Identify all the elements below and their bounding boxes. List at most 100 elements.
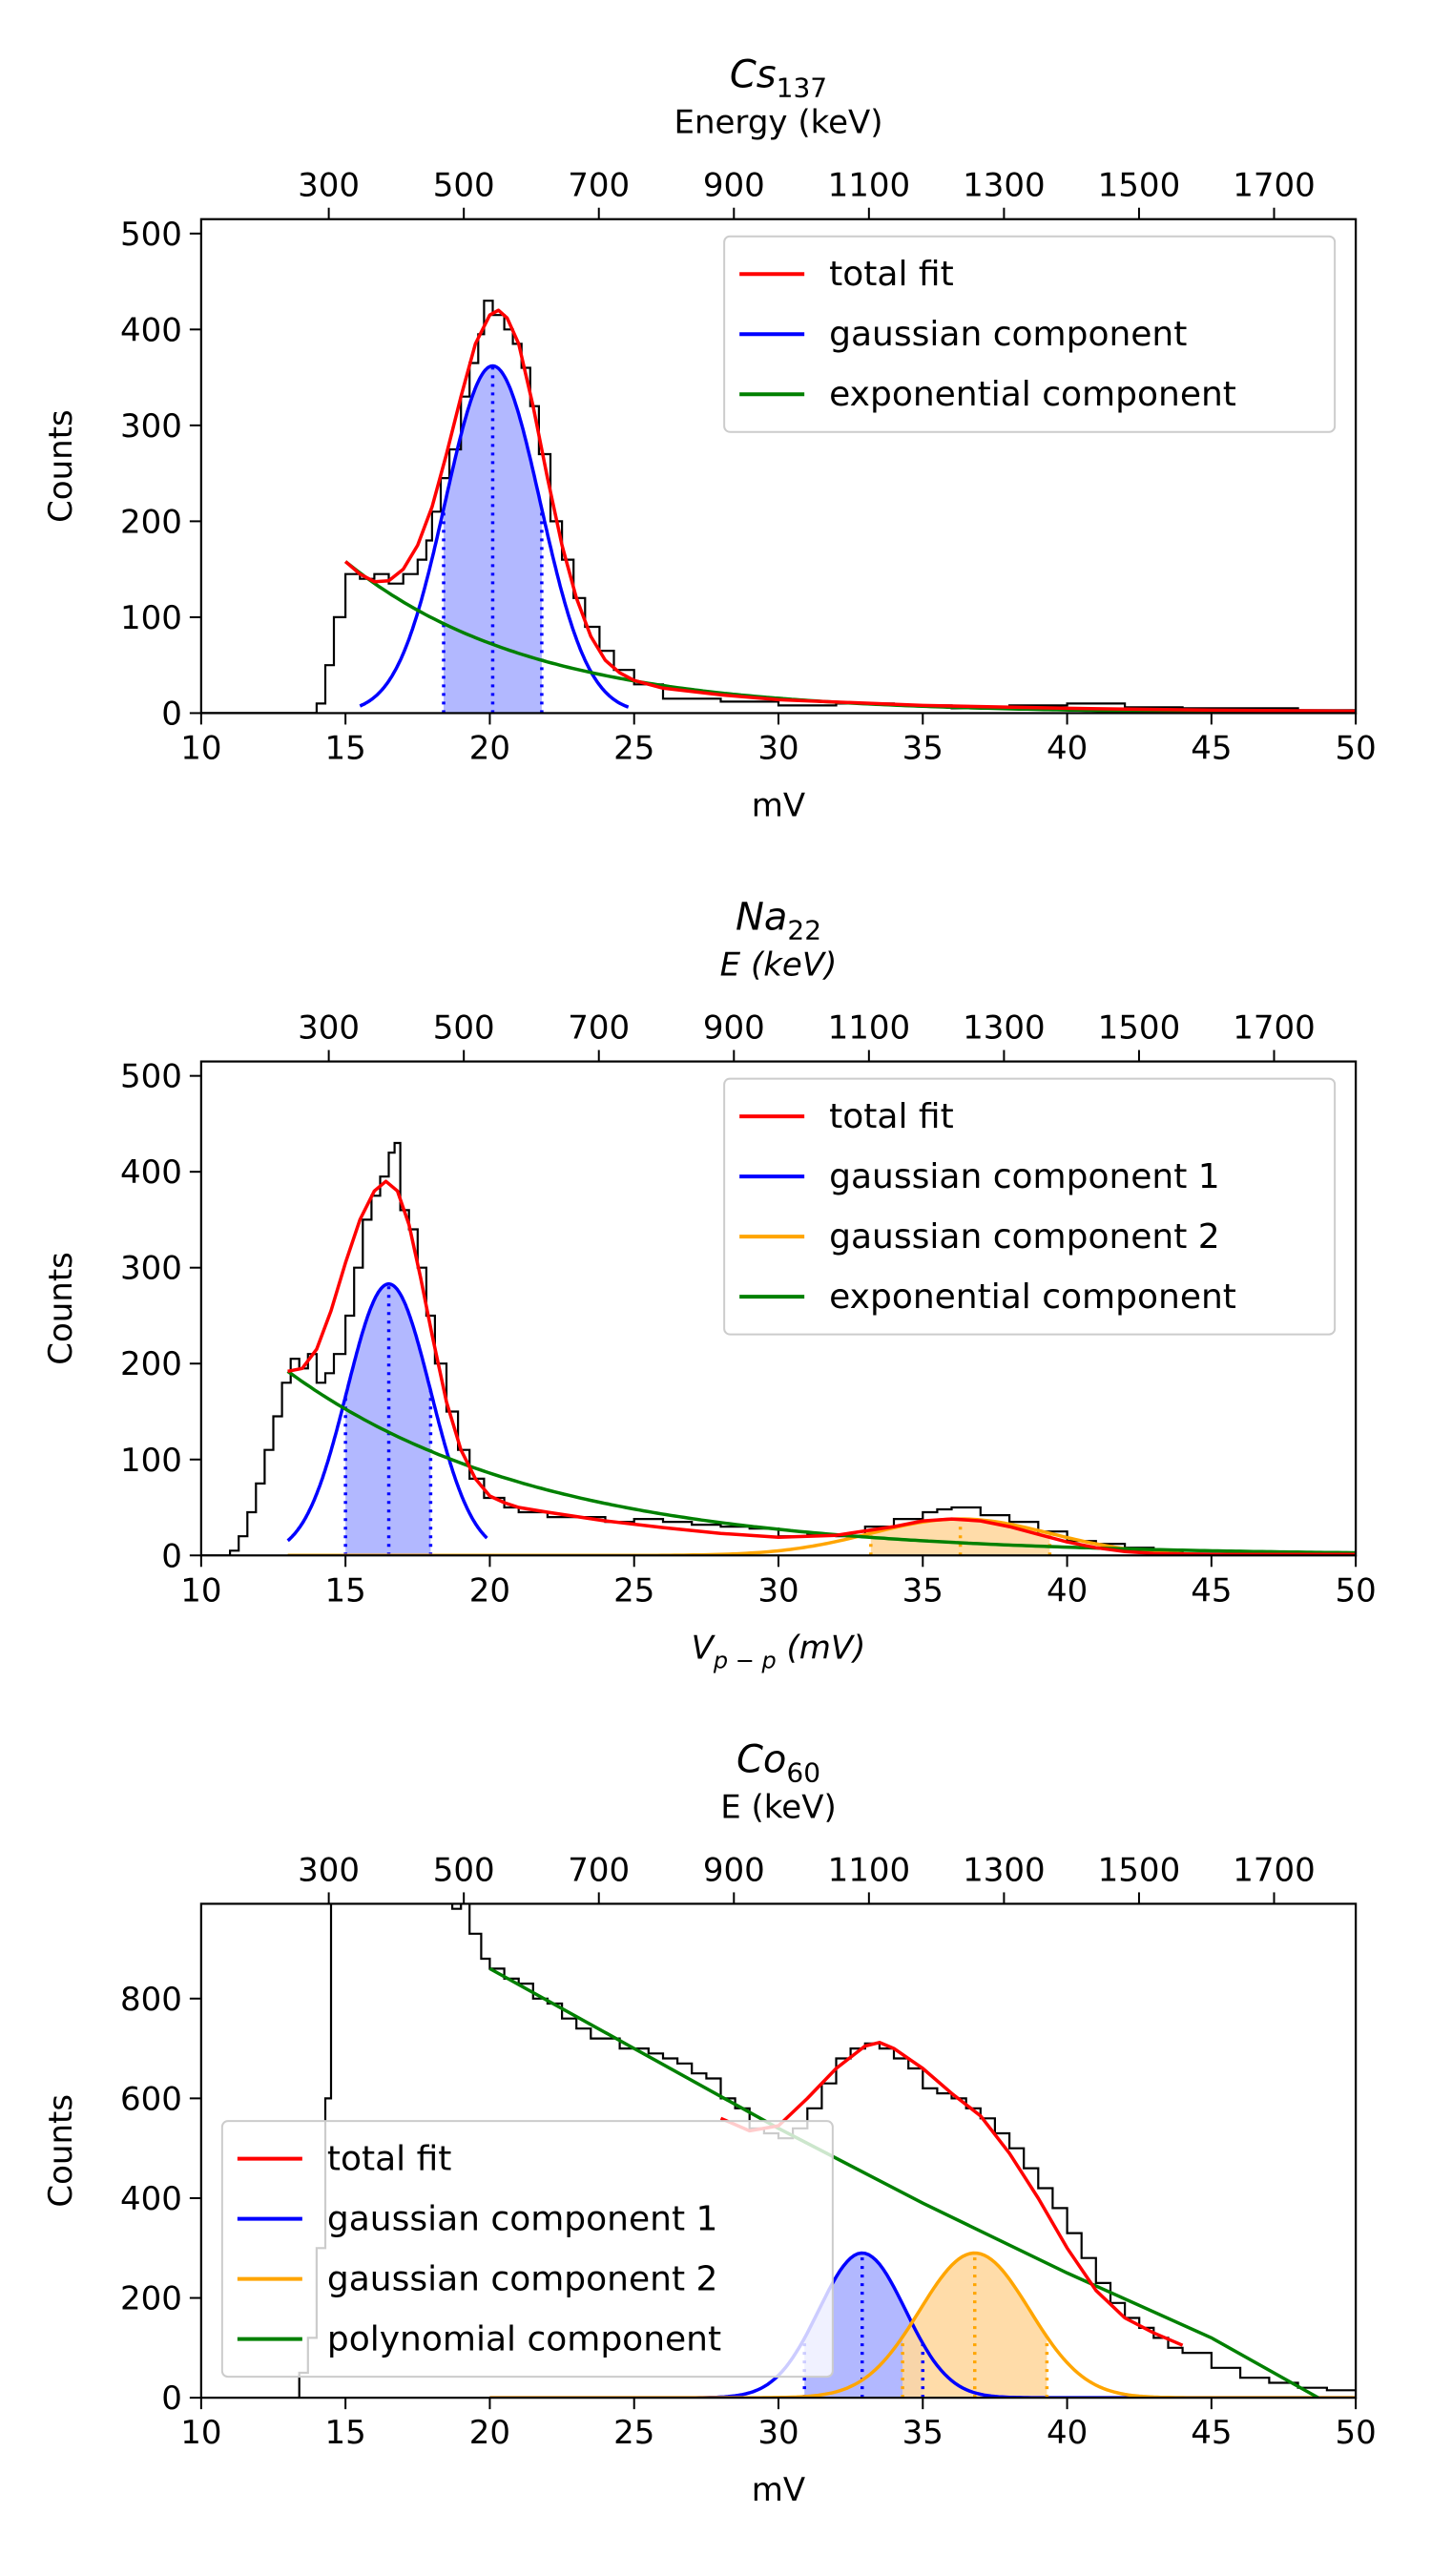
y-tick-label: 0 (161, 1537, 182, 1575)
histogram-step (200, 1903, 1357, 2399)
legend-label: gaussian component 1 (327, 2200, 718, 2239)
top-tick-label: 1500 (1098, 1851, 1181, 1889)
x-tick-label: 10 (180, 2414, 221, 2452)
component-curve (286, 1282, 488, 1543)
x-tick-label: 20 (469, 2414, 510, 2452)
top-tick-label: 700 (568, 1009, 630, 1048)
legend-label: total fit (829, 255, 954, 294)
legend-box (220, 2120, 834, 2379)
legend-label: gaussian component 2 (327, 2260, 718, 2299)
title-base: Cs (730, 53, 777, 97)
legend-label: total fit (829, 1097, 954, 1136)
x-tick-label: 25 (613, 729, 654, 767)
x-axis-label: mV (752, 786, 805, 824)
x-tick-label: 15 (325, 729, 366, 767)
panel-title: Co60 (736, 1737, 820, 1788)
top-tick-label: 900 (703, 1009, 765, 1048)
top-tick-label: 1100 (828, 167, 911, 205)
legend: total fit gaussian component 1 gaussian co… (723, 1077, 1337, 1336)
legend-box (723, 1077, 1337, 1336)
x-tick-label: 50 (1336, 1571, 1377, 1610)
top-tick-label: 1300 (963, 167, 1046, 205)
x-tick-label: 50 (1336, 2414, 1377, 2452)
panel-cs137: Cs137 Energy (keV) mV Counts 10 15 20 25 30 3… (42, 53, 1377, 825)
y-tick-label: 600 (120, 2080, 182, 2118)
component-fill (345, 1283, 431, 1556)
x-tick-label: 15 (325, 2414, 366, 2452)
x-tick-label: 20 (469, 729, 510, 767)
top-tick-label: 1700 (1233, 167, 1316, 205)
top-tick-label: 900 (703, 1851, 765, 1889)
y-tick-label: 300 (120, 407, 182, 446)
x-tick-label: 35 (902, 2414, 944, 2452)
y-tick-label: 500 (120, 216, 182, 254)
top-tick-label: 300 (298, 1009, 360, 1048)
x-label-base: V (692, 1629, 716, 1667)
y-tick-label: 400 (120, 311, 182, 349)
y-tick-label: 0 (161, 695, 182, 733)
x-tick-label: 35 (902, 1571, 944, 1610)
panel-title: Cs137 (730, 53, 827, 104)
component-curve (286, 1369, 1357, 1555)
total-fit-curve (287, 1179, 1357, 1556)
y-tick-label: 200 (120, 503, 182, 541)
top-tick-label: 300 (298, 167, 360, 205)
title-base: Na (736, 896, 787, 940)
x-tick-label: 45 (1191, 729, 1232, 767)
title-sub: 22 (787, 915, 821, 946)
y-tick-label: 100 (120, 1442, 182, 1480)
x-tick-label: 25 (613, 1571, 654, 1610)
x-tick-label: 45 (1191, 2414, 1232, 2452)
top-tick-label: 300 (298, 1851, 360, 1889)
legend-label: gaussian component 2 (829, 1217, 1220, 1257)
top-tick-label: 500 (433, 1851, 495, 1889)
x-tick-label: 45 (1191, 1571, 1232, 1610)
top-axis-label: Energy (keV) (674, 104, 882, 142)
x-label-sub: p − p (713, 1647, 777, 1673)
total-fit-curve (719, 2041, 1184, 2347)
y-axis-label: Counts (42, 2094, 80, 2208)
x-tick-label: 30 (757, 729, 798, 767)
x-tick-label: 10 (180, 1571, 221, 1610)
top-tick-label: 700 (568, 167, 630, 205)
total-fit-curve (343, 308, 1357, 714)
panel-title: Na22 (736, 896, 821, 946)
y-tick-label: 500 (120, 1058, 182, 1096)
top-tick-label: 1100 (828, 1851, 911, 1889)
y-tick-label: 300 (120, 1250, 182, 1288)
y-tick-label: 100 (120, 599, 182, 637)
x-tick-label: 15 (325, 1571, 366, 1610)
title-base: Co (736, 1737, 786, 1781)
legend-label: exponential component (829, 375, 1236, 414)
x-tick-label: 50 (1336, 729, 1377, 767)
x-tick-label: 35 (902, 729, 944, 767)
top-axis-label: E (keV) (720, 946, 838, 985)
y-axis-label: Counts (42, 409, 80, 523)
x-axis-label: Vp − p (mV) (692, 1629, 866, 1673)
x-tick-label: 40 (1047, 729, 1088, 767)
x-tick-label: 30 (757, 1571, 798, 1610)
x-tick-label: 40 (1047, 2414, 1088, 2452)
top-tick-label: 1500 (1098, 1009, 1181, 1048)
title-sub: 60 (786, 1756, 820, 1788)
top-tick-label: 1700 (1233, 1009, 1316, 1048)
y-tick-label: 800 (120, 1981, 182, 2019)
top-tick-label: 1100 (828, 1009, 911, 1048)
component-curve (359, 364, 630, 709)
legend: total fit gaussian component 1 gaussian co… (220, 2120, 834, 2379)
top-tick-label: 500 (433, 1009, 495, 1048)
x-tick-label: 25 (613, 2414, 654, 2452)
x-tick-label: 40 (1047, 1571, 1088, 1610)
legend-label: total fit (327, 2140, 452, 2179)
top-tick-label: 900 (703, 167, 765, 205)
y-tick-label: 400 (120, 2180, 182, 2218)
x-tick-label: 30 (757, 2414, 798, 2452)
plot-area (200, 1141, 1357, 1556)
top-tick-label: 1300 (963, 1851, 1046, 1889)
y-tick-label: 200 (120, 2280, 182, 2318)
top-tick-label: 700 (568, 1851, 630, 1889)
legend-label: gaussian component 1 (829, 1157, 1220, 1196)
plot-area (200, 300, 1357, 714)
y-tick-label: 400 (120, 1153, 182, 1192)
panel-co60: Co60 E (keV) mV Counts 10 15 20 25 30 35 40 45 5… (42, 1737, 1377, 2509)
